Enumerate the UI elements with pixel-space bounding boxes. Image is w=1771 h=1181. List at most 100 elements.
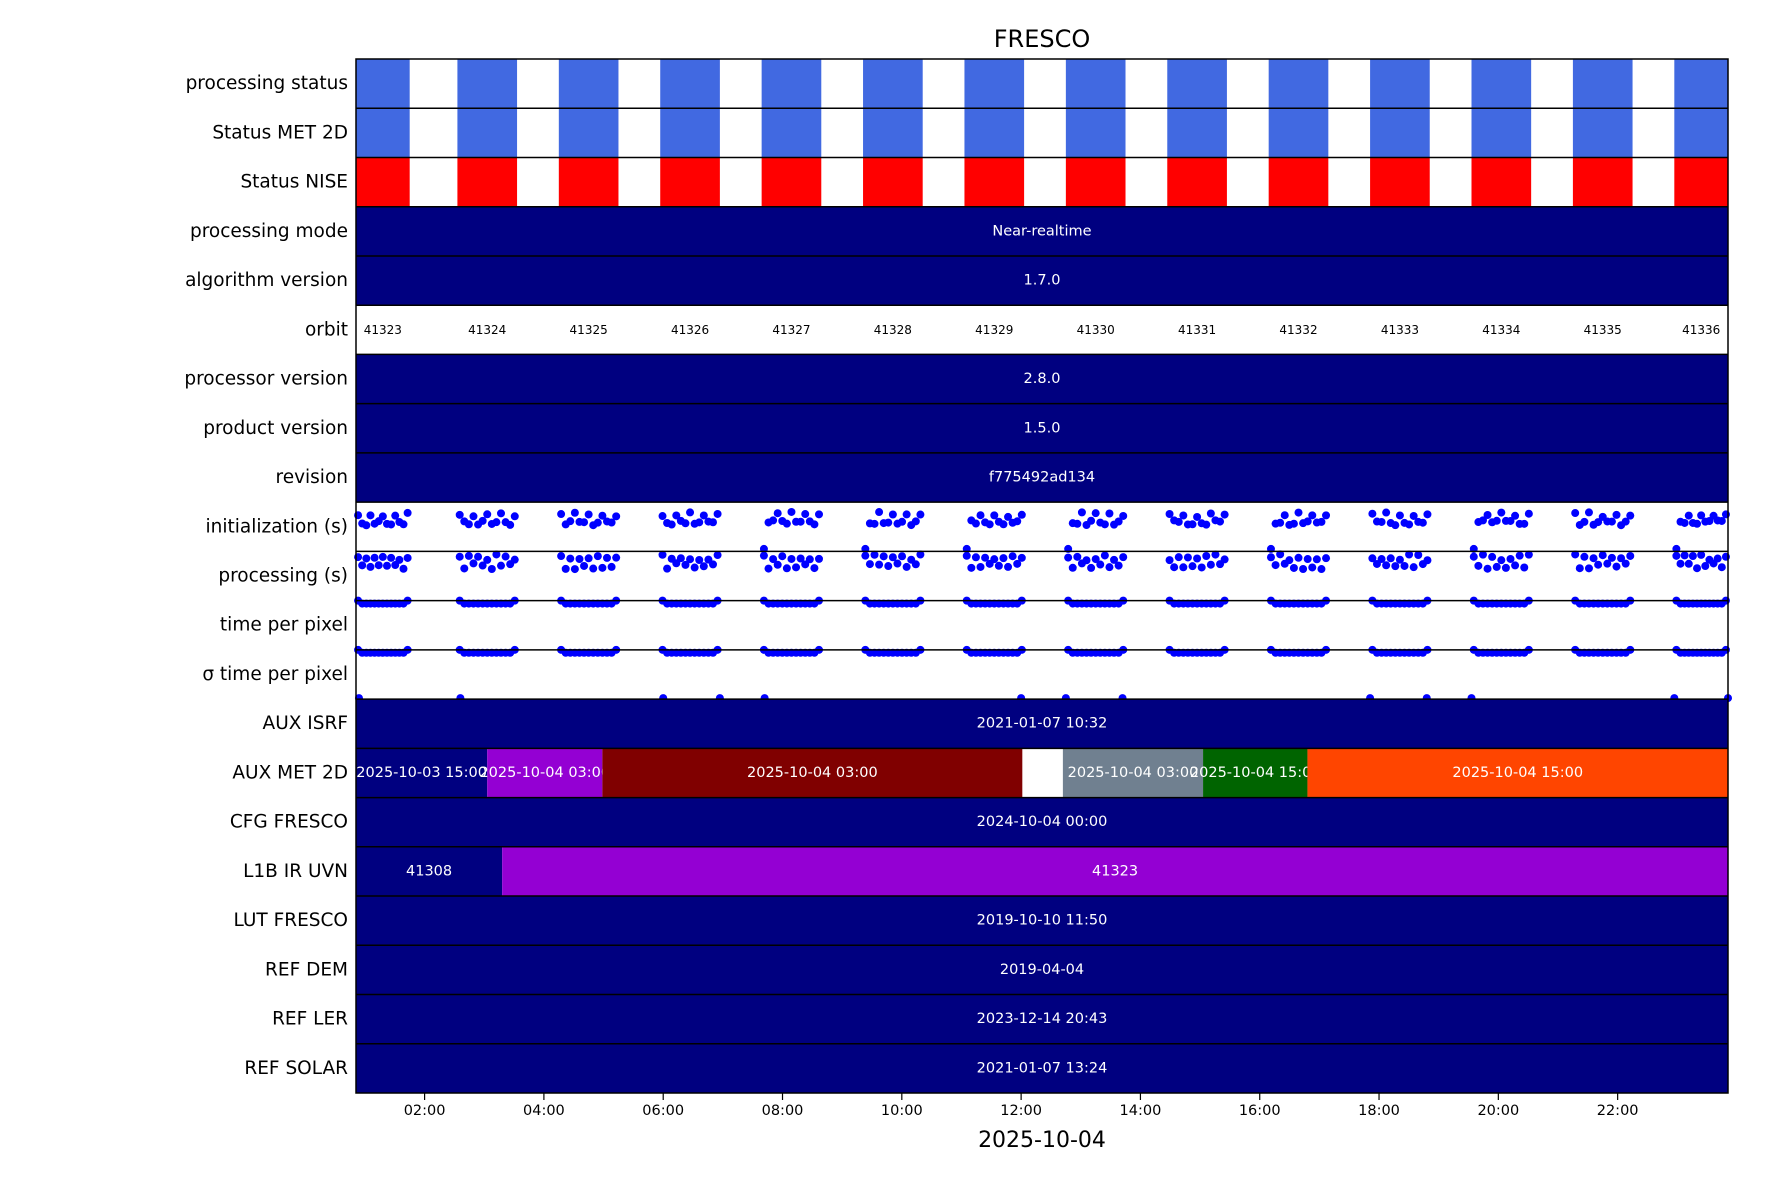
data-point xyxy=(1382,561,1391,570)
data-point xyxy=(1087,516,1096,525)
data-point xyxy=(469,559,478,568)
data-point xyxy=(1575,564,1584,573)
data-point xyxy=(607,562,616,571)
data-point xyxy=(1511,511,1520,520)
status-block xyxy=(1471,59,1532,109)
row-label: σ time per pixel xyxy=(202,664,348,685)
segment-label: 2025-10-04 15:00 xyxy=(1190,765,1321,781)
data-point xyxy=(902,562,911,571)
data-point xyxy=(1303,555,1312,564)
row-0: processing status xyxy=(186,59,1728,109)
data-point xyxy=(1589,554,1598,563)
orbit-label: 41330 xyxy=(1077,323,1115,337)
data-point xyxy=(1717,563,1726,572)
data-point xyxy=(374,561,383,570)
data-point xyxy=(469,512,478,521)
data-point xyxy=(916,510,925,519)
orbit-label: 41331 xyxy=(1178,323,1216,337)
data-point xyxy=(1004,512,1013,521)
data-point xyxy=(399,564,408,573)
data-point xyxy=(483,510,492,519)
data-point xyxy=(1511,561,1520,570)
status-block xyxy=(1471,108,1532,158)
data-point xyxy=(362,521,371,530)
x-tick-label: 04:00 xyxy=(523,1103,565,1119)
data-point xyxy=(1183,553,1192,562)
status-block xyxy=(1065,157,1126,207)
segment-bar xyxy=(502,846,1728,897)
row-label: algorithm version xyxy=(185,270,348,291)
row-5: orbit 41323 41324 41325 41326 41327 41328 41329… xyxy=(305,319,1720,340)
data-point xyxy=(1008,552,1017,561)
data-point xyxy=(1423,556,1432,565)
data-point xyxy=(366,562,375,571)
data-point xyxy=(1197,563,1206,572)
data-point xyxy=(792,563,801,572)
data-point xyxy=(879,552,888,561)
data-point xyxy=(612,512,621,521)
row-label: orbit xyxy=(305,319,348,340)
chart-title: FRESCO xyxy=(994,25,1091,53)
status-block xyxy=(964,59,1025,109)
segment-bar xyxy=(356,354,1728,404)
status-block xyxy=(660,108,720,158)
data-point xyxy=(1612,562,1621,571)
segment-bar xyxy=(356,846,503,897)
data-point xyxy=(1612,510,1621,519)
data-point xyxy=(387,553,396,562)
row-label: LUT FRESCO xyxy=(233,910,348,931)
data-point xyxy=(1469,552,1478,561)
x-tick-label: 06:00 xyxy=(642,1103,684,1119)
data-point xyxy=(769,516,778,525)
data-point xyxy=(1701,562,1710,571)
data-point xyxy=(370,553,379,562)
data-point xyxy=(497,561,506,570)
segment-bar xyxy=(1062,748,1204,798)
status-block xyxy=(457,157,518,207)
data-point xyxy=(713,551,722,560)
segment-bar xyxy=(602,748,1023,798)
row-label: AUX MET 2D xyxy=(232,762,348,783)
status-block xyxy=(356,157,410,207)
segment-bar xyxy=(487,748,603,798)
data-point xyxy=(566,517,575,526)
x-tick-label: 18:00 xyxy=(1358,1103,1400,1119)
data-point xyxy=(1626,511,1635,520)
data-point xyxy=(1082,556,1091,565)
status-block xyxy=(558,108,619,158)
data-point xyxy=(510,555,519,564)
data-point xyxy=(455,552,464,561)
data-point xyxy=(888,553,897,562)
plot-frame xyxy=(355,58,1729,1094)
segment-label: 2025-10-04 03:00 xyxy=(1068,765,1199,781)
status-block xyxy=(1167,108,1227,158)
data-point xyxy=(667,520,676,529)
data-point xyxy=(593,518,602,527)
data-point xyxy=(1202,552,1211,561)
data-point xyxy=(708,560,717,569)
row-label: Status NISE xyxy=(240,172,348,193)
data-point xyxy=(686,555,695,564)
data-point xyxy=(1478,550,1487,559)
data-point xyxy=(1068,563,1077,572)
segment-label: 41323 xyxy=(1092,863,1138,879)
data-point xyxy=(1391,562,1400,571)
data-point xyxy=(1405,550,1414,559)
orbit-label: 41335 xyxy=(1584,323,1622,337)
data-point xyxy=(1179,511,1188,520)
data-point xyxy=(870,519,879,528)
data-point xyxy=(1202,520,1211,529)
data-point xyxy=(962,551,971,560)
chart-frame xyxy=(355,58,1729,1094)
data-point xyxy=(1598,551,1607,560)
segment-label: 2025-10-04 03:00 xyxy=(747,765,878,781)
x-tick-label: 16:00 xyxy=(1239,1103,1281,1119)
data-point xyxy=(1571,509,1580,518)
data-point xyxy=(366,511,375,520)
data-point xyxy=(1693,564,1702,573)
data-point xyxy=(672,511,681,520)
row-3: processing mode Near-realtime xyxy=(190,206,1728,256)
data-point xyxy=(1368,509,1377,518)
data-point xyxy=(1004,562,1013,571)
